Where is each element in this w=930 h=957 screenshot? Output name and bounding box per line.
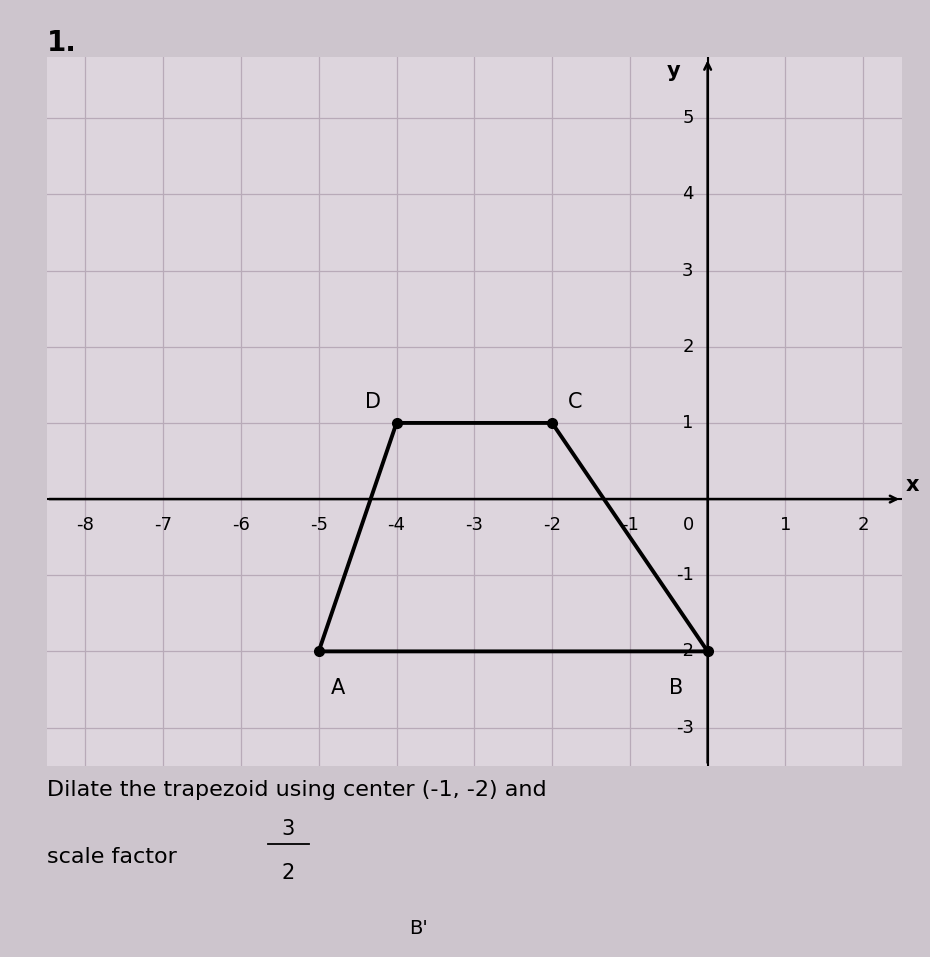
Text: 1: 1 bbox=[683, 414, 694, 432]
Text: B': B' bbox=[409, 919, 428, 938]
Text: -2: -2 bbox=[675, 642, 694, 660]
Text: -5: -5 bbox=[310, 516, 327, 534]
Text: -8: -8 bbox=[76, 516, 94, 534]
Text: y: y bbox=[667, 61, 681, 81]
Text: scale factor: scale factor bbox=[46, 847, 183, 867]
Text: -1: -1 bbox=[676, 567, 694, 584]
Text: 3: 3 bbox=[282, 819, 295, 839]
Text: C: C bbox=[567, 391, 582, 412]
Text: 1.: 1. bbox=[46, 29, 76, 56]
Text: Dilate the trapezoid using center (-1, -2) and: Dilate the trapezoid using center (-1, -… bbox=[46, 780, 546, 800]
Text: -4: -4 bbox=[388, 516, 405, 534]
Text: 5: 5 bbox=[682, 109, 694, 127]
Text: -7: -7 bbox=[154, 516, 172, 534]
Text: -3: -3 bbox=[675, 719, 694, 737]
Text: 4: 4 bbox=[682, 186, 694, 204]
Text: -2: -2 bbox=[543, 516, 561, 534]
Text: D: D bbox=[365, 391, 381, 412]
Text: 3: 3 bbox=[682, 261, 694, 279]
Text: 2: 2 bbox=[857, 516, 869, 534]
Text: 2: 2 bbox=[682, 338, 694, 356]
Text: 0: 0 bbox=[683, 516, 694, 534]
Text: x: x bbox=[906, 476, 920, 496]
Text: -3: -3 bbox=[465, 516, 484, 534]
Text: 2: 2 bbox=[282, 863, 295, 883]
Text: B: B bbox=[669, 678, 683, 698]
Text: -6: -6 bbox=[232, 516, 250, 534]
Text: 1: 1 bbox=[779, 516, 791, 534]
Text: A: A bbox=[330, 678, 345, 698]
Text: -1: -1 bbox=[621, 516, 639, 534]
